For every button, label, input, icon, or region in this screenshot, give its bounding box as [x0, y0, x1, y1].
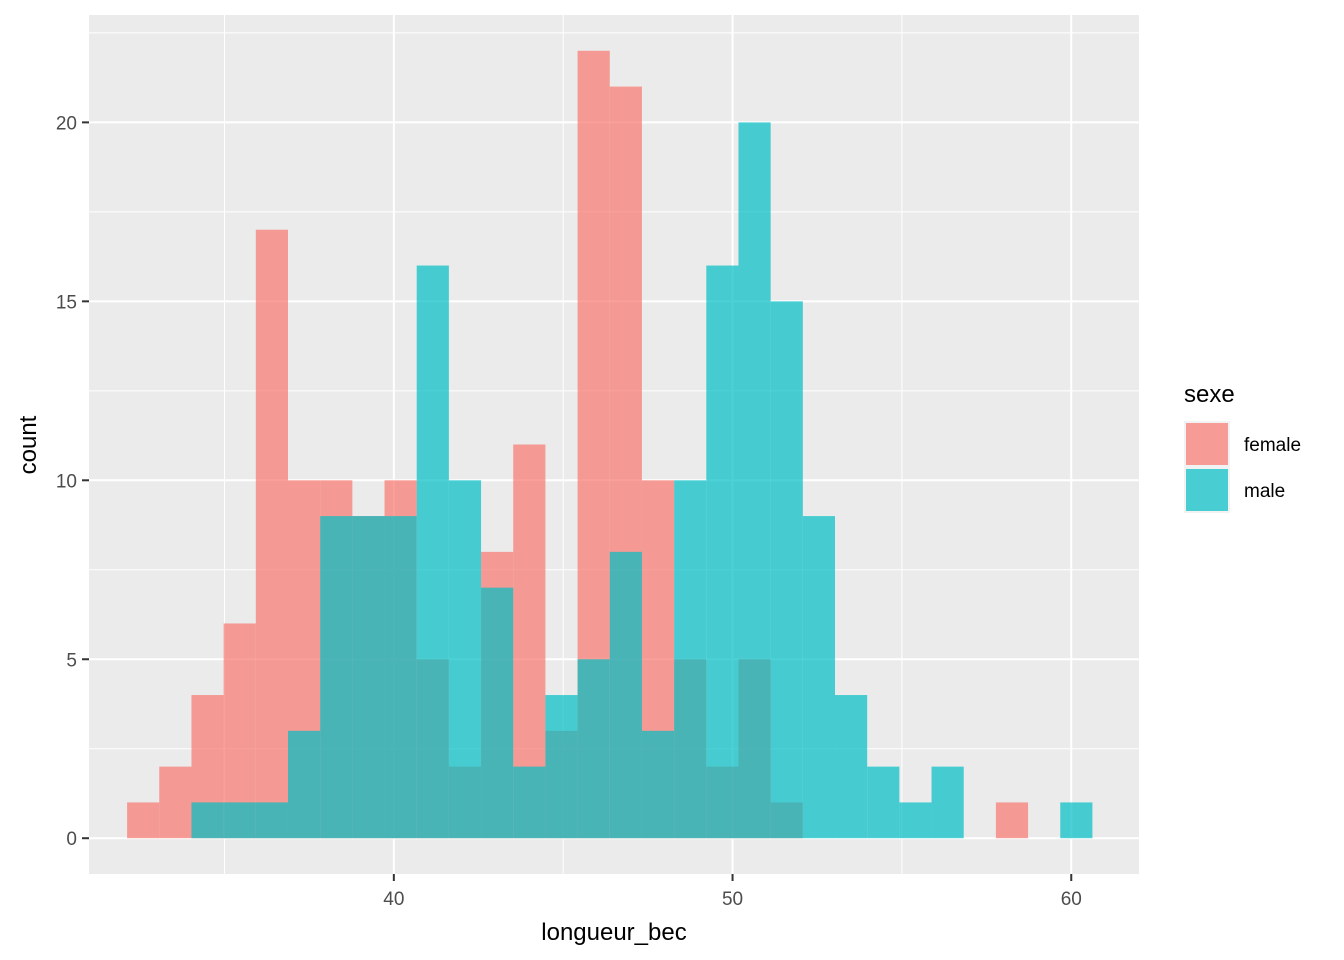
legend-swatch-male [1186, 469, 1228, 511]
bar-male [674, 480, 707, 839]
bar-male [352, 516, 385, 839]
bar-male [320, 516, 353, 839]
bar-male [835, 695, 868, 839]
x-axis: 40 50 60 [383, 874, 1082, 910]
bar-male [770, 301, 803, 839]
y-axis: 0 5 10 15 20 [56, 113, 89, 850]
bar-male [706, 265, 739, 839]
bar-male [416, 265, 449, 839]
legend-label-male: male [1244, 481, 1285, 502]
x-tick-label: 50 [722, 889, 743, 910]
bar-male [255, 802, 288, 839]
bar-male [1060, 802, 1093, 839]
y-tick-label: 10 [56, 471, 77, 492]
bar-male [384, 516, 417, 839]
bar-male [899, 802, 932, 839]
bar-male [545, 695, 578, 839]
bar-male [448, 480, 482, 839]
y-tick-label: 5 [66, 650, 77, 671]
bar-female [127, 802, 160, 839]
y-axis-title: count [15, 415, 42, 474]
legend-items: female male [1184, 421, 1301, 513]
y-tick-label: 20 [56, 113, 77, 134]
bar-female [159, 766, 192, 839]
bars-male [191, 122, 1093, 839]
bar-male [223, 802, 256, 839]
bar-female [223, 623, 256, 839]
bar-male [802, 516, 836, 839]
bar-male [931, 766, 964, 839]
bar-male [513, 766, 546, 839]
legend-swatch-female [1186, 423, 1228, 465]
y-tick-label: 0 [66, 829, 77, 850]
legend-label-female: female [1244, 435, 1301, 456]
legend: sexe female male [1184, 381, 1301, 513]
x-axis-title: longueur_bec [541, 919, 686, 946]
bar-female [255, 229, 288, 839]
bar-female [995, 802, 1029, 839]
bar-male [577, 659, 610, 839]
bar-male [738, 122, 771, 839]
bar-male [287, 730, 321, 839]
x-tick-label: 60 [1061, 889, 1082, 910]
bar-male [481, 587, 514, 839]
bar-male [609, 551, 642, 839]
bar-male [867, 766, 900, 839]
bar-male [641, 730, 675, 839]
bar-male [191, 802, 224, 839]
y-tick-label: 15 [56, 292, 77, 313]
x-tick-label: 40 [383, 889, 404, 910]
legend-title: sexe [1184, 381, 1235, 408]
